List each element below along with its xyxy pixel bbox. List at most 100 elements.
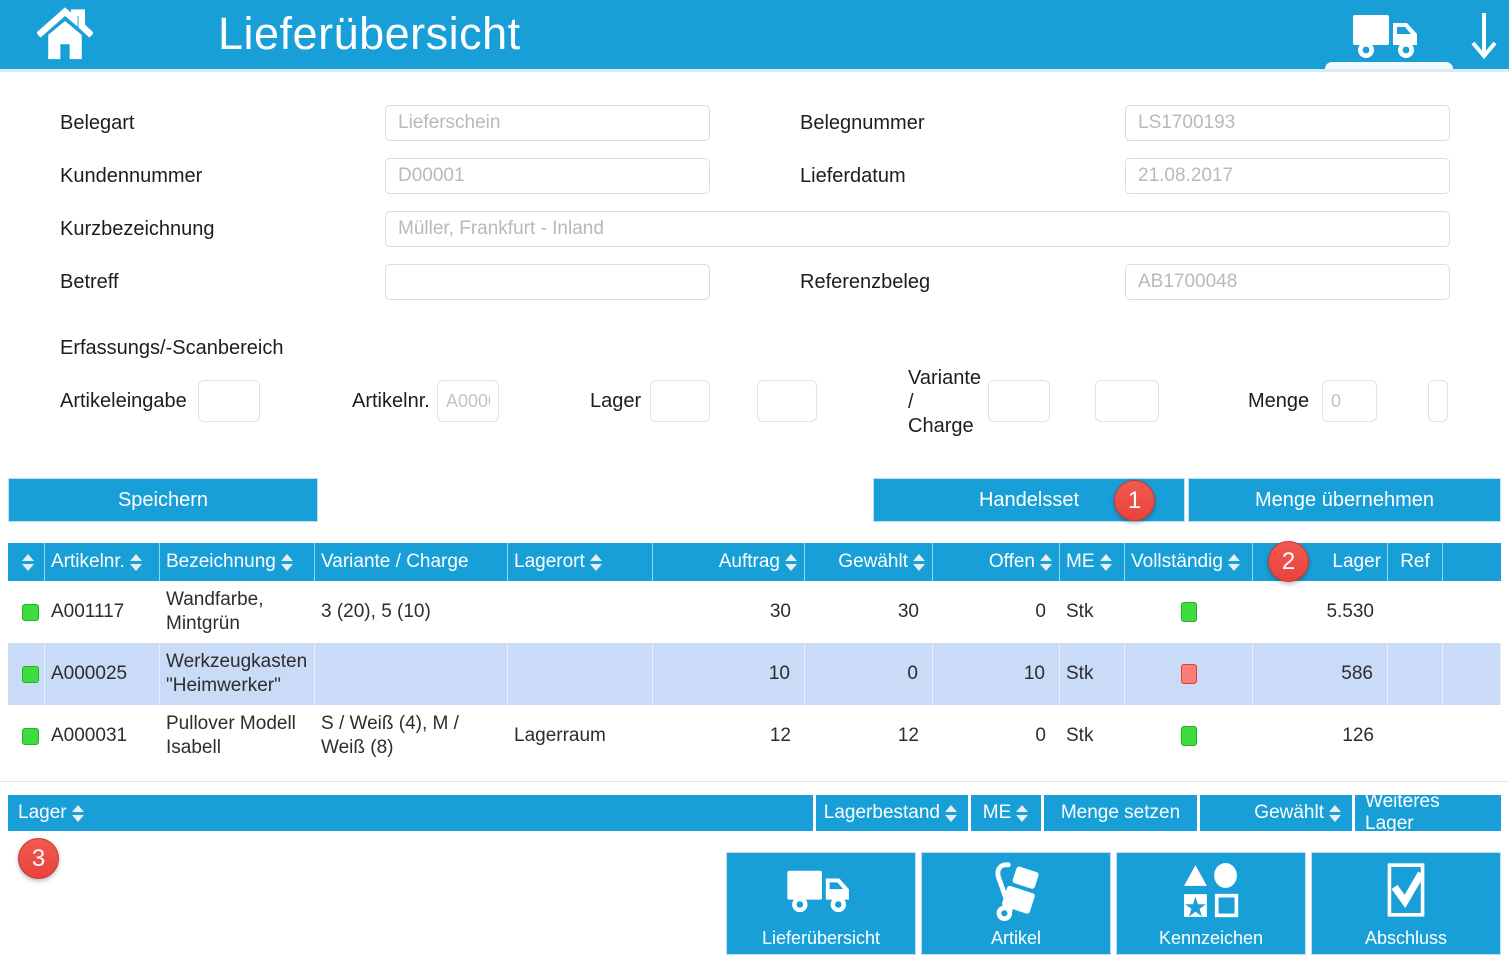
lager-cell: 126 [1342, 725, 1374, 746]
annotation-badge-3: 3 [18, 838, 59, 879]
lagerort-cell [508, 581, 653, 643]
kurzbezeichnung-label: Kurzbezeichnung [60, 217, 215, 240]
col-variante-label: Variante / Charge [321, 551, 469, 572]
scan-lager-field[interactable] [650, 380, 710, 422]
variante-cell: 3 (20), 5 (10) [321, 601, 431, 622]
nav-artikel-button[interactable]: Artikel [921, 852, 1111, 955]
artikeleingabe-label: Artikeleingabe [60, 390, 187, 412]
vollstaendig-cell [1125, 581, 1253, 643]
lager-sort-header[interactable]: Lager [8, 795, 813, 831]
table-row[interactable]: A001117 Wandfarbe, Mintgrün 3 (20), 5 (1… [8, 581, 1501, 643]
menge-uebernehmen-button-label: Menge übernehmen [1254, 488, 1434, 511]
menge-uebernehmen-button[interactable]: Menge übernehmen [1188, 478, 1501, 522]
scan-menge-label: Menge [1248, 390, 1310, 412]
scan-menge-field[interactable] [1322, 380, 1377, 422]
betreff-field[interactable] [385, 264, 710, 300]
scan-lager-field-2[interactable] [757, 380, 817, 422]
row-status-cell [8, 643, 45, 705]
sort-icon [1227, 553, 1241, 571]
gewaehlt-sort-header[interactable]: Gewählt [1200, 795, 1352, 831]
col-auftrag-header[interactable]: Auftrag [653, 543, 805, 581]
scan-variante-field-2[interactable] [1095, 380, 1159, 422]
lieferdatum-field[interactable] [1125, 158, 1450, 194]
positions-table: Artikelnr. Bezeichnung Variante / Charge… [8, 541, 1501, 767]
sort-icon [22, 553, 35, 571]
vollstaendig-cell [1125, 643, 1253, 705]
lieferdatum-label: Lieferdatum [800, 164, 906, 187]
col-me-label: ME [1066, 551, 1095, 572]
scan-artikelnr-label: Artikelnr. [352, 390, 430, 412]
sort-icon [129, 553, 143, 571]
extra-cell [1443, 705, 1501, 767]
lagerbestand-label: Lagerbestand [823, 802, 940, 823]
bezeichnung-cell: Werkzeugkasten "Heimwerker" [160, 643, 315, 705]
col-bezeichnung-header[interactable]: Bezeichnung [160, 543, 315, 581]
col-bezeichnung-label: Bezeichnung [166, 551, 276, 572]
form-row-kundennummer: Kundennummer Lieferdatum [0, 158, 1509, 194]
col-lager-header[interactable]: Lager [1253, 543, 1388, 581]
row-status-green-icon [22, 727, 39, 745]
lager-cell: 5.530 [1326, 601, 1374, 622]
sort-icon [1099, 553, 1113, 571]
bezeichnung-cell: Pullover Modell Isabell [166, 713, 296, 758]
me-sort-header[interactable]: ME [971, 795, 1041, 831]
offen-cell: 0 [1035, 725, 1046, 746]
table-row-selected[interactable]: A000025 Werkzeugkasten "Heimwerker" 10 0… [8, 643, 1501, 705]
home-button[interactable] [36, 6, 94, 64]
down-arrow-icon [1470, 9, 1498, 68]
handelsset-button-label: Handelsset [978, 488, 1080, 511]
bottom-navigation: Lieferübersicht Artikel [726, 852, 1501, 955]
speichern-button[interactable]: Speichern [8, 478, 318, 522]
page-title: Lieferübersicht [218, 8, 521, 59]
sort-icon [589, 553, 603, 571]
form-row-belegart: Belegart Belegnummer [0, 105, 1509, 141]
col-extra-header [1443, 543, 1501, 581]
belegnummer-field[interactable] [1125, 105, 1450, 141]
nav-label: Artikel [990, 928, 1041, 948]
sort-icon [913, 553, 926, 571]
artikelnr-cell: A001117 [51, 601, 125, 622]
nav-lieferuebersicht-button[interactable]: Lieferübersicht [726, 852, 916, 955]
variante-cell: S / Weiß (4), M / Weiß (8) [321, 713, 459, 758]
col-ref-header[interactable]: Ref [1388, 543, 1443, 581]
scan-variante-field[interactable] [988, 380, 1050, 422]
col-lagerort-header[interactable]: Lagerort [508, 543, 653, 581]
lagerbestand-sort-header[interactable]: Lagerbestand [816, 795, 968, 831]
scan-row: Artikeleingabe Artikelnr. Lager Variante… [0, 367, 1509, 437]
form-row-betreff: Betreff Referenzbeleg [0, 264, 1509, 300]
col-offen-header[interactable]: Offen [933, 543, 1060, 581]
col-vollstaendig-label: Vollständig [1131, 551, 1223, 572]
col-vollstaendig-header[interactable]: Vollständig [1125, 543, 1253, 581]
kurzbezeichnung-field[interactable] [385, 211, 1450, 247]
scan-lager-label: Lager [590, 390, 642, 412]
weiteres-lager-button[interactable]: Weiteres Lager [1355, 791, 1501, 834]
nav-abschluss-button[interactable]: Abschluss [1311, 852, 1501, 955]
lager-cell: 586 [1253, 643, 1388, 705]
col-variante-header[interactable]: Variante / Charge [315, 543, 508, 581]
col-artikelnr-header[interactable]: Artikelnr. [45, 543, 160, 581]
col-gewaehlt-header[interactable]: Gewählt [805, 543, 933, 581]
scan-extra-field[interactable] [1428, 380, 1448, 422]
ref-cell [1388, 581, 1443, 643]
menge-setzen-button[interactable]: Menge setzen [1044, 795, 1197, 831]
me-cell: Stk [1066, 725, 1094, 746]
checkmark-icon [1312, 853, 1500, 928]
nav-kennzeichen-button[interactable]: Kennzeichen [1116, 852, 1306, 955]
scan-artikelnr-field[interactable] [437, 380, 499, 422]
artikeleingabe-field[interactable] [198, 380, 260, 422]
referenzbeleg-field[interactable] [1125, 264, 1450, 300]
col-ref-label: Ref [1400, 551, 1430, 572]
col-status-header[interactable] [8, 543, 45, 581]
bezeichnung-cell: Wandfarbe, Mintgrün [166, 589, 264, 634]
section-divider [0, 781, 1509, 782]
table-row[interactable]: A000031 Pullover Modell Isabell S / Weiß… [8, 705, 1501, 767]
delivery-button[interactable] [1348, 12, 1428, 64]
download-button[interactable] [1466, 10, 1502, 66]
shapes-icon [1117, 853, 1305, 928]
kundennummer-field[interactable] [385, 158, 710, 194]
form-row-kurzbezeichnung: Kurzbezeichnung [0, 211, 1509, 247]
col-me-header[interactable]: ME [1060, 543, 1125, 581]
auftrag-cell: 30 [769, 601, 791, 622]
scan-section-title: Erfassungs/-Scanbereich [60, 337, 284, 359]
belegart-field[interactable] [385, 105, 710, 141]
